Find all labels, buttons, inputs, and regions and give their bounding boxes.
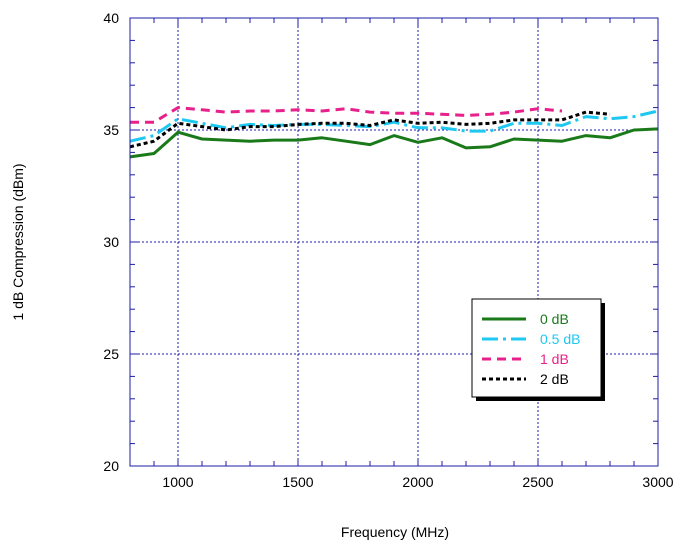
x-tick-label: 2000 [402,474,433,490]
legend-label: 0 dB [540,311,569,327]
tick-labels: 1000 1500 2000 2500 3000 20 25 30 35 40 [103,10,673,490]
y-axis-title: 1 dB Compression (dBm) [10,163,26,320]
legend-label: 2 dB [540,371,569,387]
y-tick-label: 30 [103,234,119,250]
x-axis-title: Frequency (MHz) [341,524,449,540]
x-tick-label: 1500 [282,474,313,490]
y-tick-label: 20 [103,458,119,474]
series-layer [129,106,659,159]
y-tick-label: 40 [103,10,119,26]
x-tick-label: 2500 [522,474,553,490]
legend-label: 1 dB [540,351,569,367]
legend: 0 dB 0.5 dB 1 dB 2 dB [471,298,605,401]
legend-box [471,298,602,398]
plot-frame [129,17,659,467]
y-tick-label: 35 [103,122,119,138]
legend-label: 0.5 dB [540,331,580,347]
y-tick-label: 25 [103,346,119,362]
x-tick-label: 3000 [642,474,673,490]
x-tick-label: 1000 [162,474,193,490]
